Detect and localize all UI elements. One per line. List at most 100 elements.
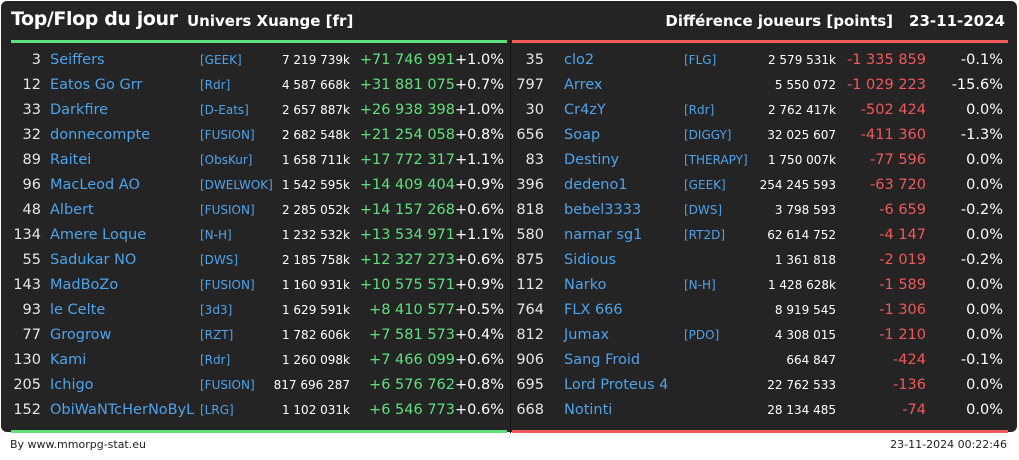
player-rank: 96 [22, 177, 41, 193]
player-name-link[interactable]: Soap [564, 127, 601, 143]
player-rank: 48 [22, 202, 41, 218]
player-name-link[interactable]: Sang Froid [564, 352, 641, 368]
player-points: 254 245 593 [759, 178, 836, 192]
alliance-tag[interactable]: [FUSION] [200, 278, 255, 292]
player-rank: 130 [13, 352, 41, 368]
player-rank: 205 [13, 377, 41, 393]
alliance-tag[interactable]: [LRG] [200, 403, 234, 417]
player-name-link[interactable]: donnecompte [50, 127, 151, 143]
player-name-link[interactable]: Raitei [50, 152, 92, 168]
flop-row: 875 Sidious 1 361 818 -2 019 -0.2% [1, 248, 1017, 273]
points-diff: -1 589 [879, 277, 926, 293]
player-rank: 12 [22, 77, 41, 93]
player-name-link[interactable]: bebel3333 [564, 202, 642, 218]
player-name-link[interactable]: Albert [50, 202, 94, 218]
header-date: 23-11-2024 [909, 12, 1005, 30]
points-diff: +10 575 571 [359, 277, 455, 293]
player-rank: 875 [516, 252, 544, 268]
alliance-tag[interactable]: [Rdr] [200, 353, 231, 367]
top-row: 134 Amere Loque [N-H] 1 232 532k +13 534 971… [1, 223, 1017, 248]
points-diff: -136 [893, 377, 926, 393]
diff-percent: -15.6% [951, 77, 1003, 93]
player-name-link[interactable]: MacLeod AO [50, 177, 140, 193]
player-name-link[interactable]: MadBoZo [50, 277, 119, 293]
player-name-link[interactable]: Eatos Go Grr [50, 77, 143, 93]
flop-row: 396 dedeno1 [GEEK] 254 245 593 -63 720 0.0% [1, 173, 1017, 198]
top-row: 48 Albert [FUSION] 2 285 052k +14 157 268 +0.… [1, 198, 1017, 223]
alliance-tag[interactable]: [GEEK] [200, 53, 242, 67]
player-name-link[interactable]: Seiffers [50, 52, 105, 68]
player-rank: 33 [22, 102, 41, 118]
alliance-tag[interactable]: [N-H] [200, 228, 232, 242]
diff-percent: +0.5% [455, 302, 504, 318]
points-diff: -63 720 [870, 177, 926, 193]
flop-row: 83 Destiny [THERAPY] 1 750 007k -77 596 0.0% [1, 148, 1017, 173]
player-name-link[interactable]: ObiWaNTcHerNoByL [50, 402, 195, 418]
alliance-tag[interactable]: [DWS] [684, 203, 723, 217]
top-row: 89 Raitei [ObsKur] 1 658 711k +17 772 317 +1.… [1, 148, 1017, 173]
alliance-tag[interactable]: [FLG] [684, 53, 717, 67]
flop-row: 580 narnar sg1 [RT2D] 62 614 752 -4 147 0.0% [1, 223, 1017, 248]
top-row: 205 Ichigo [FUSION] 817 696 287 +6 576 762 +0… [1, 373, 1017, 398]
player-points: 1 629 591k [281, 303, 350, 317]
player-points: 1 542 595k [281, 178, 350, 192]
alliance-tag[interactable]: [FUSION] [200, 128, 255, 142]
player-points: 5 550 072 [774, 78, 836, 92]
player-rank: 668 [516, 402, 544, 418]
top-accent-bar [11, 40, 507, 43]
player-rank: 89 [22, 152, 41, 168]
player-name-link[interactable]: Arrex [564, 77, 603, 93]
points-diff: -1 335 859 [846, 52, 926, 68]
points-diff: -77 596 [870, 152, 926, 168]
alliance-tag[interactable]: [RT2D] [684, 228, 726, 242]
player-name-link[interactable]: narnar sg1 [564, 227, 643, 243]
alliance-tag[interactable]: [FUSION] [200, 203, 255, 217]
player-name-link[interactable]: Lord Proteus 4 [564, 377, 669, 393]
points-diff: +17 772 317 [359, 152, 455, 168]
player-name-link[interactable]: Amere Loque [50, 227, 147, 243]
player-name-link[interactable]: clo2 [564, 52, 595, 68]
alliance-tag[interactable]: [DWELWOK] [200, 178, 273, 192]
alliance-tag[interactable]: [DWS] [200, 253, 239, 267]
alliance-tag[interactable]: [ObsKur] [200, 153, 253, 167]
alliance-tag[interactable]: [3d3] [200, 303, 233, 317]
leaderboard-panel: Top/Flop du jour Univers Xuange [fr] Dif… [1, 1, 1017, 433]
diff-percent: +1.0% [455, 102, 504, 118]
player-name-link[interactable]: dedeno1 [564, 177, 628, 193]
player-name-link[interactable]: Darkfire [50, 102, 109, 118]
alliance-tag[interactable]: [THERAPY] [684, 153, 748, 167]
alliance-tag[interactable]: [D-Eats] [200, 103, 249, 117]
alliance-tag[interactable]: [GEEK] [684, 178, 726, 192]
player-name-link[interactable]: Kami [50, 352, 87, 368]
alliance-tag[interactable]: [PDO] [684, 328, 720, 342]
top-row: 96 MacLeod AO [DWELWOK] 1 542 595k +14 409 4… [1, 173, 1017, 198]
universe-subtitle: Univers Xuange [fr] [187, 12, 354, 30]
alliance-tag[interactable]: [Rdr] [684, 103, 715, 117]
alliance-tag[interactable]: [RZT] [200, 328, 234, 342]
player-rank: 695 [516, 377, 544, 393]
player-rank: 797 [516, 77, 544, 93]
player-name-link[interactable]: Sadukar NO [50, 252, 137, 268]
player-name-link[interactable]: Sidious [564, 252, 617, 268]
player-name-link[interactable]: Narko [564, 277, 607, 293]
diff-percent: 0.0% [966, 327, 1003, 343]
player-name-link[interactable]: Jumax [564, 327, 610, 343]
player-name-link[interactable]: le Celte [50, 302, 106, 318]
diff-percent: 0.0% [966, 227, 1003, 243]
player-name-link[interactable]: Ichigo [50, 377, 94, 393]
player-name-link[interactable]: Destiny [564, 152, 620, 168]
diff-percent: +0.9% [455, 177, 504, 193]
alliance-tag[interactable]: [DIGGY] [684, 128, 732, 142]
player-points: 1 160 931k [281, 278, 350, 292]
diff-percent: +0.4% [455, 327, 504, 343]
diff-percent: -0.1% [960, 52, 1003, 68]
player-name-link[interactable]: Grogrow [50, 327, 112, 343]
alliance-tag[interactable]: [N-H] [684, 278, 716, 292]
player-name-link[interactable]: Notinti [564, 402, 613, 418]
player-name-link[interactable]: Cr4zY [564, 102, 606, 118]
points-diff: +12 327 273 [359, 252, 455, 268]
alliance-tag[interactable]: [FUSION] [200, 378, 255, 392]
points-diff: -1 029 223 [846, 77, 926, 93]
alliance-tag[interactable]: [Rdr] [200, 78, 231, 92]
player-name-link[interactable]: FLX 666 [564, 302, 623, 318]
